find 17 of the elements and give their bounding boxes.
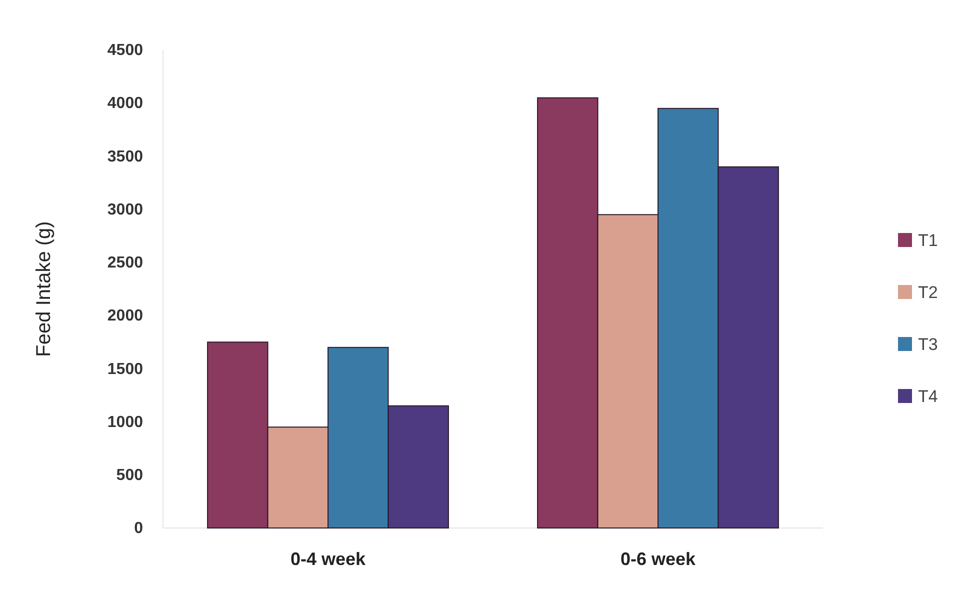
x-tick-label: 0-4 week xyxy=(290,548,367,569)
y-tick-label: 2500 xyxy=(107,254,144,272)
legend-label: T2 xyxy=(918,283,938,302)
y-tick-label: 2000 xyxy=(107,308,144,325)
legend-label: T4 xyxy=(918,387,938,406)
y-tick-label: 3000 xyxy=(107,201,144,218)
y-tick-label: 500 xyxy=(116,467,144,484)
legend-label: T3 xyxy=(918,335,938,354)
y-tick-label: 1500 xyxy=(107,360,144,378)
legend-label: T1 xyxy=(918,231,938,250)
y-tick-label: 3500 xyxy=(107,148,144,166)
y-tick-label: 4500 xyxy=(107,42,144,60)
y-tick-label: 0 xyxy=(134,520,144,538)
x-tick-label: 0-6 week xyxy=(620,548,697,569)
y-tick-label: 1000 xyxy=(107,414,144,431)
y-tick-label: 4000 xyxy=(107,95,144,112)
y-axis-title: Feed Intake (g) xyxy=(33,221,55,357)
